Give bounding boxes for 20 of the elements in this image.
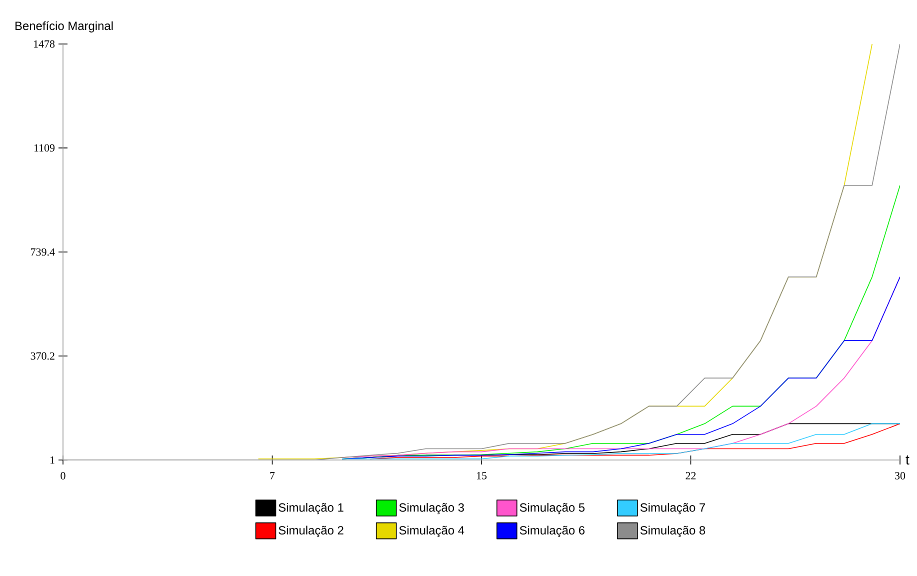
- legend-label: Simulação 2: [278, 526, 344, 537]
- legend-label: Simulação 1: [278, 502, 344, 514]
- y-axis-title: Benefício Marginal: [16, 21, 113, 32]
- x-tick-label: 7: [270, 472, 275, 480]
- legend-label: Simulação 6: [520, 526, 585, 537]
- y-tick-label: 1478: [34, 40, 55, 48]
- legend-label: Simulação 7: [640, 502, 706, 514]
- legend-label: Simulação 3: [399, 502, 464, 514]
- x-tick-label: 0: [60, 472, 66, 480]
- legend-label: Simulação 4: [399, 526, 464, 537]
- y-tick-label: 1: [50, 456, 54, 464]
- legend-label: Simulação 8: [640, 526, 706, 537]
- y-tick-label: 1109: [34, 144, 55, 152]
- legend-label: Simulação 5: [520, 502, 585, 514]
- y-tick-label: 370.2: [30, 352, 54, 360]
- x-tick-label: 15: [476, 472, 487, 480]
- x-tick-label: 30: [895, 472, 906, 480]
- x-axis-title: t: [906, 455, 910, 465]
- y-tick-label: 739.4: [31, 248, 55, 256]
- x-tick-label: 22: [686, 472, 696, 480]
